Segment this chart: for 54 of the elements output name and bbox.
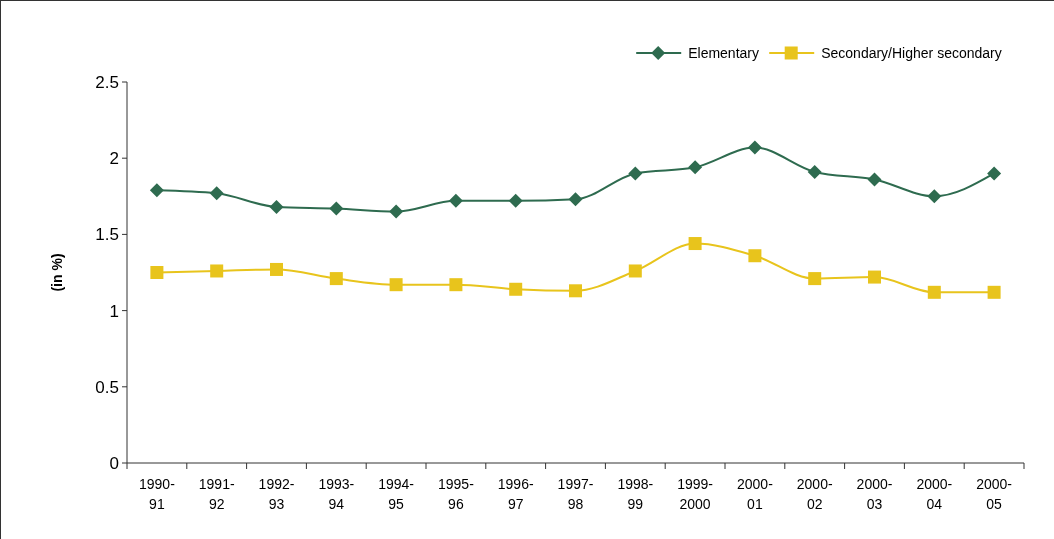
point	[867, 172, 882, 187]
point	[807, 164, 822, 179]
x-tick-label: 1995-96	[437, 476, 475, 512]
x-tick-label: 2000-04	[916, 476, 953, 512]
x-tick-label: 1999-2000	[677, 476, 714, 512]
point	[568, 192, 583, 207]
point	[808, 272, 822, 286]
point	[927, 285, 941, 299]
point	[987, 285, 1001, 299]
x-tick-label: 1996-97	[497, 476, 534, 512]
point	[927, 189, 942, 204]
y-tick-label: 2	[109, 149, 119, 169]
point	[688, 160, 703, 175]
y-tick-label: 0	[109, 453, 119, 473]
x-tick-label: 2000-02	[796, 476, 833, 512]
point	[868, 270, 881, 284]
y-tick-label: 1.5	[95, 225, 119, 245]
x-tick-label: 1994-95	[378, 476, 415, 512]
point	[329, 201, 344, 216]
x-tick-label: 1990-91	[138, 476, 176, 512]
point	[269, 199, 284, 214]
x-tick-label: 2000-03	[856, 476, 893, 512]
legend-label: Elementary	[688, 44, 760, 61]
point	[329, 272, 343, 286]
y-axis-title: (in %)	[49, 253, 65, 292]
y-tick-label: 0.5	[95, 377, 119, 397]
x-tick-label: 2000-05	[976, 476, 1013, 512]
point	[688, 237, 702, 251]
y-tick-label: 1	[109, 301, 119, 321]
x-tick-label: 1993-94	[318, 476, 355, 512]
point	[149, 183, 164, 198]
x-tick-label: 2000-01	[736, 476, 774, 512]
point	[569, 284, 582, 298]
x-tick-label: 1991-92	[198, 476, 235, 512]
point	[449, 278, 463, 292]
x-tick-label: 1998-99	[617, 476, 654, 512]
point	[270, 262, 283, 276]
point	[209, 186, 224, 201]
point	[508, 193, 523, 208]
legend-label: Secondary/Higher secondary	[821, 44, 1002, 61]
point	[448, 193, 463, 208]
x-tick-label: 1992-93	[258, 476, 295, 512]
point	[748, 249, 762, 263]
point	[987, 166, 1002, 181]
point	[509, 282, 523, 296]
point	[628, 264, 642, 278]
point	[389, 278, 403, 292]
point	[150, 266, 164, 279]
point	[747, 140, 762, 155]
x-tick-label: 1997-98	[557, 476, 594, 512]
point	[210, 264, 224, 278]
point	[389, 204, 404, 219]
point	[628, 166, 643, 181]
y-tick-label: 2.5	[95, 72, 119, 92]
